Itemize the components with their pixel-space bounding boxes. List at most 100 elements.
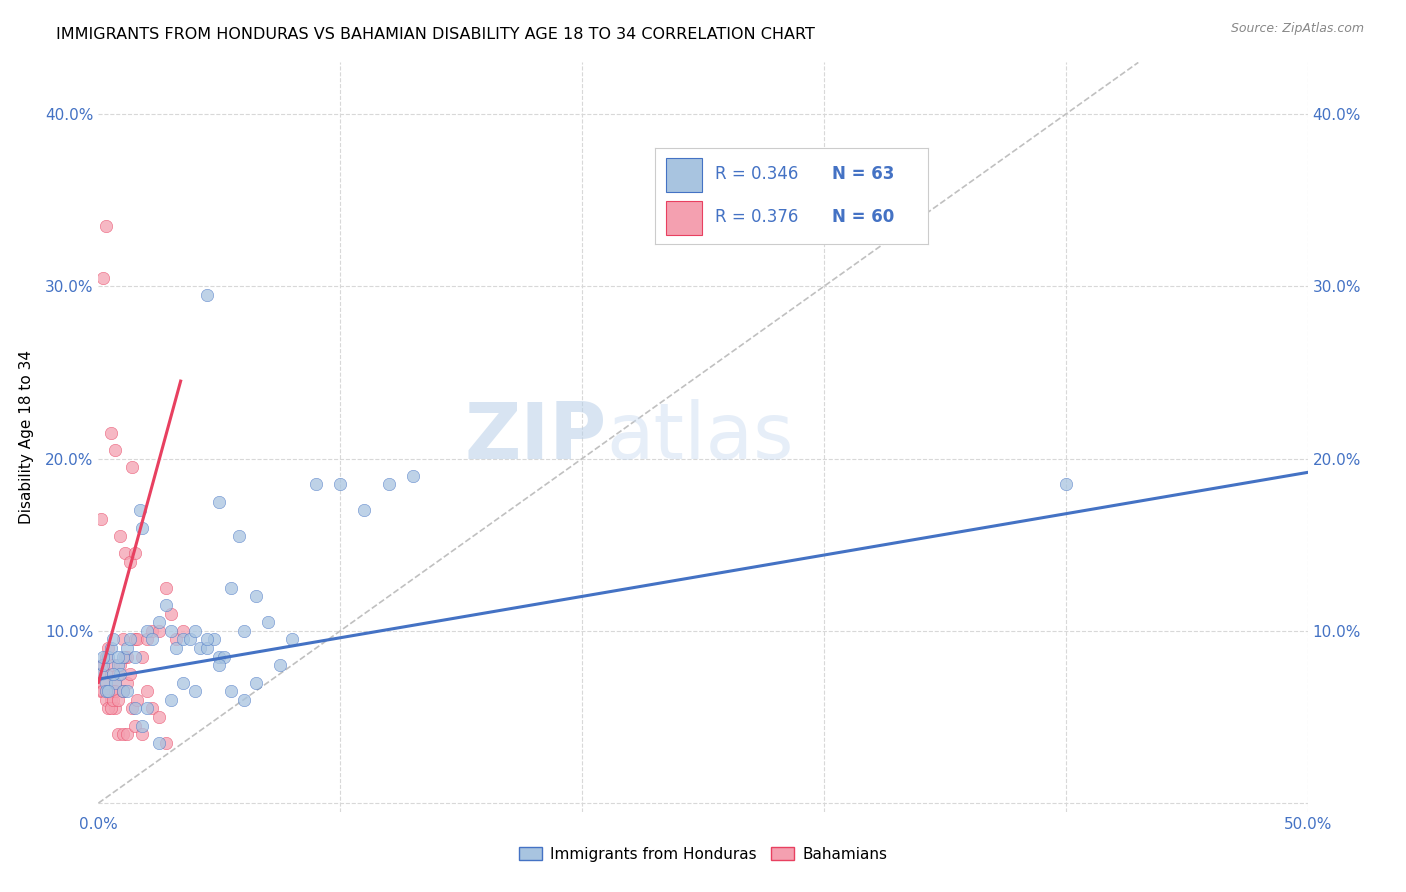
- Point: [111, 649, 134, 664]
- Text: IMMIGRANTS FROM HONDURAS VS BAHAMIAN DISABILITY AGE 18 TO 34 CORRELATION CHART: IMMIGRANTS FROM HONDURAS VS BAHAMIAN DIS…: [56, 27, 815, 42]
- Point: [117, 684, 139, 698]
- Point: [402, 468, 425, 483]
- Point: [245, 675, 267, 690]
- Point: [97, 641, 120, 656]
- Point: [195, 641, 218, 656]
- Point: [127, 632, 149, 647]
- Text: ZIP: ZIP: [464, 399, 606, 475]
- Point: [104, 675, 127, 690]
- Point: [160, 607, 183, 621]
- Point: [188, 641, 211, 656]
- Point: [124, 632, 146, 647]
- Point: [208, 658, 231, 673]
- Point: [131, 649, 153, 664]
- Point: [281, 632, 304, 647]
- Point: [135, 624, 157, 638]
- Point: [221, 581, 243, 595]
- Point: [118, 632, 141, 647]
- Point: [97, 649, 120, 664]
- Point: [329, 477, 352, 491]
- Point: [155, 581, 177, 595]
- Point: [104, 684, 127, 698]
- Point: [155, 598, 177, 612]
- Point: [104, 442, 127, 457]
- Point: [94, 684, 117, 698]
- Point: [90, 684, 112, 698]
- Point: [165, 632, 187, 647]
- Point: [94, 649, 117, 664]
- Point: [135, 701, 157, 715]
- Point: [148, 624, 170, 638]
- Point: [101, 684, 124, 698]
- Point: [104, 701, 127, 715]
- Point: [91, 649, 114, 664]
- Point: [91, 675, 114, 690]
- Point: [101, 658, 124, 673]
- Point: [128, 503, 150, 517]
- Point: [377, 477, 399, 491]
- Point: [208, 494, 231, 508]
- Point: [90, 667, 112, 681]
- Point: [111, 684, 134, 698]
- Point: [179, 632, 201, 647]
- Legend: Immigrants from Honduras, Bahamians: Immigrants from Honduras, Bahamians: [513, 840, 893, 868]
- Point: [165, 641, 187, 656]
- Point: [111, 727, 134, 741]
- Point: [107, 692, 129, 706]
- Point: [221, 684, 243, 698]
- Point: [114, 546, 136, 560]
- Point: [118, 667, 141, 681]
- Point: [269, 658, 291, 673]
- Point: [94, 675, 117, 690]
- Point: [100, 667, 122, 681]
- Point: [100, 701, 122, 715]
- Point: [117, 649, 139, 664]
- Point: [232, 624, 254, 638]
- Text: R = 0.346: R = 0.346: [716, 165, 799, 183]
- Point: [195, 288, 218, 302]
- Point: [148, 615, 170, 630]
- Point: [135, 632, 157, 647]
- Point: [245, 590, 267, 604]
- Point: [141, 624, 163, 638]
- Point: [141, 632, 163, 647]
- Point: [141, 701, 163, 715]
- Point: [121, 701, 143, 715]
- Point: [117, 675, 139, 690]
- Point: [91, 270, 114, 285]
- Point: [107, 727, 129, 741]
- Point: [101, 667, 124, 681]
- Point: [91, 658, 114, 673]
- Point: [135, 684, 157, 698]
- Text: Source: ZipAtlas.com: Source: ZipAtlas.com: [1230, 22, 1364, 36]
- Point: [131, 520, 153, 534]
- Point: [97, 684, 120, 698]
- Point: [117, 727, 139, 741]
- Point: [108, 667, 131, 681]
- Point: [97, 701, 120, 715]
- Text: N = 63: N = 63: [832, 165, 894, 183]
- Point: [94, 219, 117, 233]
- Point: [172, 624, 194, 638]
- Point: [107, 649, 129, 664]
- Point: [100, 641, 122, 656]
- Point: [91, 658, 114, 673]
- Point: [114, 649, 136, 664]
- Point: [101, 692, 124, 706]
- Point: [232, 692, 254, 706]
- Point: [121, 460, 143, 475]
- Point: [111, 684, 134, 698]
- Point: [160, 692, 183, 706]
- Point: [148, 736, 170, 750]
- Point: [118, 555, 141, 569]
- Point: [148, 710, 170, 724]
- Point: [90, 667, 112, 681]
- Point: [184, 684, 207, 698]
- Point: [104, 675, 127, 690]
- Point: [90, 512, 112, 526]
- Point: [172, 675, 194, 690]
- Point: [124, 718, 146, 732]
- Point: [131, 727, 153, 741]
- Text: atlas: atlas: [606, 399, 794, 475]
- Point: [127, 692, 149, 706]
